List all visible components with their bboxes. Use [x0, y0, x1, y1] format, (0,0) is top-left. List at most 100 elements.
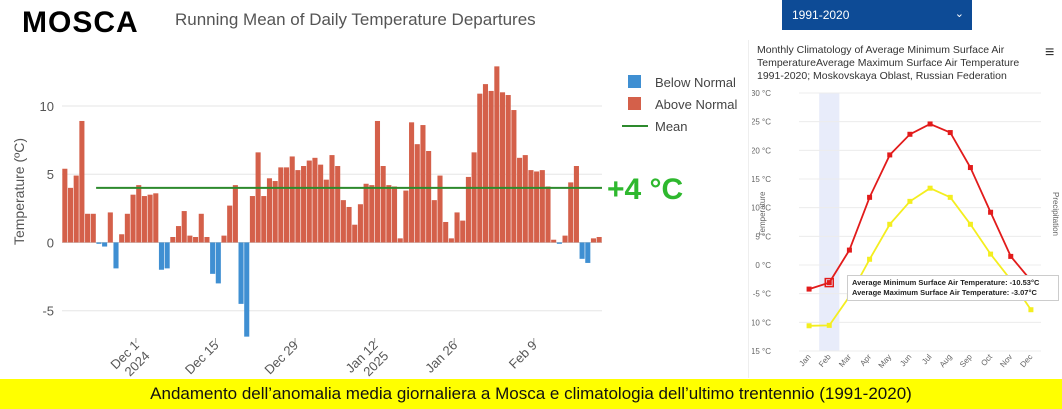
bar	[471, 152, 477, 243]
bar	[278, 167, 284, 243]
bar	[193, 236, 199, 243]
bar	[528, 170, 534, 243]
bar	[107, 212, 113, 243]
bar	[465, 176, 471, 243]
bar	[323, 179, 329, 243]
x-tick-label: May	[877, 353, 894, 370]
bar	[420, 125, 426, 243]
bar	[460, 220, 466, 243]
bar	[397, 238, 403, 243]
x-tick-label-group: Dec 29	[261, 338, 301, 378]
bar	[85, 213, 91, 243]
bar	[437, 175, 443, 243]
bar	[227, 205, 233, 243]
y-tick-label: 0	[47, 235, 54, 250]
data-point	[1028, 307, 1034, 313]
x-tick-label: Dec 29	[261, 338, 301, 378]
bar	[272, 181, 278, 243]
y-tick-label: -10 °C	[752, 318, 771, 327]
bar	[102, 242, 108, 247]
climatology-title: Monthly Climatology of Average Minimum S…	[757, 44, 1020, 82]
bar	[124, 213, 130, 243]
y-axis-label: Temperature	[758, 191, 767, 236]
y-tick-label: 5	[47, 167, 54, 182]
y2-axis-label: Precipitation	[1051, 192, 1060, 236]
data-point	[887, 152, 893, 158]
bar	[545, 186, 551, 243]
bar	[79, 120, 85, 243]
data-point	[887, 221, 893, 227]
bar	[181, 211, 187, 243]
bar	[409, 122, 415, 243]
bar	[357, 204, 363, 243]
x-tick-label: Sep	[958, 352, 974, 369]
x-tick-label: Dec 15	[182, 338, 222, 378]
bar	[539, 170, 545, 243]
bar	[488, 90, 494, 243]
bar	[391, 186, 398, 243]
bar	[426, 150, 432, 243]
menu-icon[interactable]: ≡	[1045, 44, 1055, 61]
series-line	[808, 123, 1032, 290]
data-point	[927, 121, 933, 127]
bar	[477, 93, 483, 243]
y-tick-label: 30 °C	[752, 89, 771, 98]
legend-label: Above Normal	[655, 97, 737, 112]
bar	[62, 168, 68, 243]
bar	[295, 170, 301, 243]
x-tick-label: Aug	[938, 353, 954, 370]
bar	[374, 120, 381, 243]
x-tick-label: Feb	[817, 352, 833, 369]
x-tick-label: Jan	[797, 353, 812, 369]
bar	[431, 200, 437, 243]
data-point	[867, 256, 873, 262]
y-tick-label: 10 °C	[752, 204, 771, 213]
bar	[136, 185, 142, 243]
city-title: MOSCA	[22, 6, 139, 39]
x-tick-label: Jul	[920, 352, 934, 366]
bar	[244, 242, 250, 337]
y-tick-label: 25 °C	[752, 118, 771, 127]
bar	[363, 183, 369, 243]
data-point	[826, 322, 832, 328]
tooltip-line-min: Average Minimum Surface Air Temperature:…	[852, 278, 1040, 287]
y-tick-label: 0 °C	[755, 261, 771, 270]
legend-label: Mean	[655, 119, 688, 134]
x-tick-label-group: Feb 9	[506, 338, 540, 372]
bar	[215, 242, 221, 284]
bar	[318, 164, 324, 243]
bar	[454, 212, 460, 243]
bar	[255, 152, 261, 243]
data-point	[806, 323, 812, 329]
bar	[198, 213, 204, 243]
legend-swatch	[628, 75, 641, 88]
bar	[249, 196, 255, 243]
bar	[113, 242, 119, 269]
mean-annotation: +4 °C	[607, 173, 683, 206]
tooltip-line-max: Average Maximum Surface Air Temperature:…	[852, 288, 1037, 297]
bar	[505, 95, 511, 243]
x-tick-label-group: Jan 26	[422, 338, 460, 376]
bar	[90, 213, 96, 243]
bar	[568, 182, 574, 243]
data-point	[988, 251, 994, 257]
data-point	[947, 194, 953, 200]
bar	[534, 171, 540, 243]
bar	[164, 242, 170, 269]
bar	[187, 235, 193, 243]
period-select[interactable]: 1991-2020 ⌄	[782, 0, 972, 30]
bar	[585, 242, 591, 263]
legend-label: Below Normal	[655, 75, 736, 90]
x-tick-label: Oct	[979, 352, 994, 368]
series-line	[809, 187, 1032, 327]
bar	[482, 84, 489, 243]
bar	[96, 242, 102, 244]
data-point	[967, 221, 973, 227]
y-tick-label: 5 °C	[755, 232, 771, 241]
bar	[238, 242, 244, 304]
bar	[175, 226, 182, 243]
bar	[551, 239, 557, 243]
bar	[517, 157, 523, 243]
y-tick-label: 15 °C	[752, 175, 771, 184]
